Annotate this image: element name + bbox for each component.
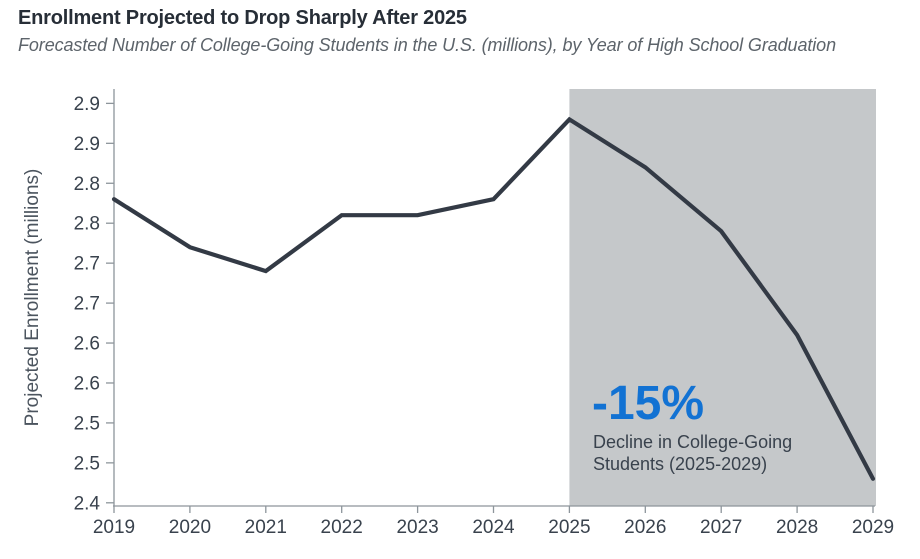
y-tick-label: 2.7 — [74, 294, 100, 315]
x-tick-label: 2019 — [93, 517, 135, 538]
x-tick-label: 2024 — [472, 517, 515, 538]
y-tick-label: 2.8 — [74, 214, 100, 235]
page-title: Enrollment Projected to Drop Sharply Aft… — [18, 7, 467, 29]
x-tick-label: 2022 — [321, 517, 363, 538]
y-tick-label: 2.6 — [74, 334, 100, 355]
x-tick-label: 2025 — [548, 517, 590, 538]
x-tick-label: 2020 — [169, 517, 211, 538]
decline-caption-line: Decline in College-Going — [593, 432, 792, 452]
y-tick-label: 2.4 — [74, 493, 101, 514]
decline-percent-label: -15% — [592, 377, 704, 430]
x-tick-label: 2029 — [852, 517, 894, 538]
x-tick-label: 2023 — [396, 517, 438, 538]
decline-caption-line: Students (2025-2029) — [593, 454, 767, 474]
enrollment-line — [111, 116, 876, 481]
x-tick-label: 2028 — [776, 517, 818, 538]
x-tick-label: 2027 — [700, 517, 742, 538]
y-axis-title: Projected Enrollment (millions) — [22, 169, 43, 427]
y-tick-label: 2.9 — [74, 134, 100, 155]
y-tick-label: 2.6 — [74, 373, 100, 394]
y-tick-label: 2.9 — [74, 94, 100, 115]
page-subtitle: Forecasted Number of College-Going Stude… — [18, 35, 836, 55]
highlight-band — [569, 89, 876, 506]
x-tick-label: 2021 — [245, 517, 287, 538]
y-tick-label: 2.5 — [74, 413, 100, 434]
y-tick-label: 2.7 — [74, 254, 100, 275]
y-tick-label: 2.5 — [74, 453, 100, 474]
x-tick-label: 2026 — [624, 517, 666, 538]
y-tick-label: 2.8 — [74, 174, 100, 195]
